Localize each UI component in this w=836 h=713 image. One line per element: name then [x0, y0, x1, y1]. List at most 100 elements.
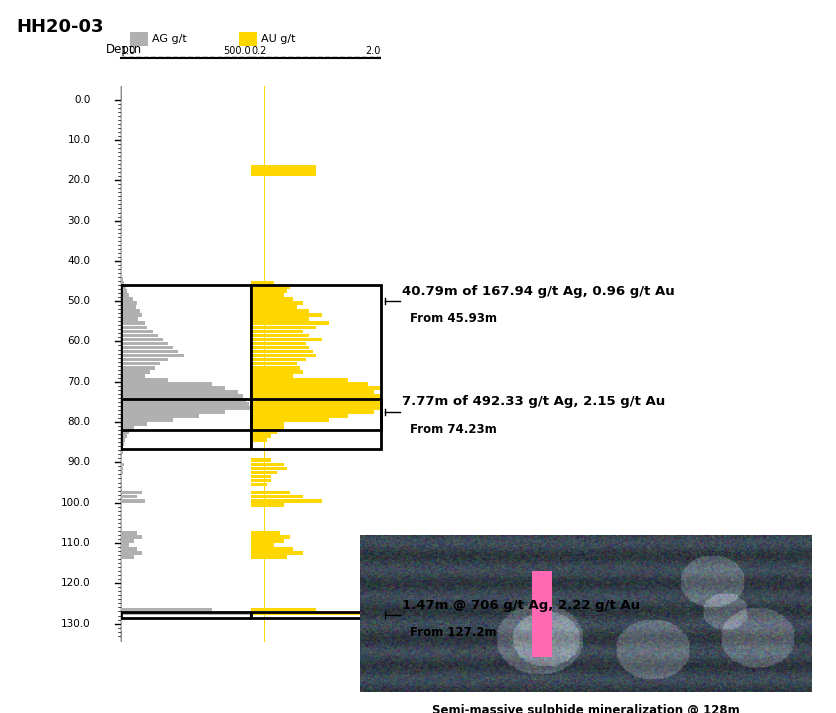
Bar	[121, 361, 161, 366]
Text: AU g/t: AU g/t	[261, 34, 295, 44]
Bar	[251, 289, 287, 293]
Bar	[251, 293, 283, 297]
Bar	[251, 297, 293, 301]
Bar	[251, 361, 296, 366]
Text: 40.79m of 167.94 g/t Ag, 0.96 g/t Au: 40.79m of 167.94 g/t Ag, 0.96 g/t Au	[401, 284, 674, 297]
Bar	[121, 289, 127, 293]
Bar	[251, 285, 290, 289]
Bar	[251, 322, 329, 325]
Bar	[121, 284, 251, 449]
Bar	[121, 475, 122, 478]
Text: From 45.93m: From 45.93m	[410, 312, 497, 325]
Bar	[121, 285, 126, 289]
Bar	[121, 438, 125, 442]
Bar	[251, 438, 267, 442]
Bar	[251, 419, 329, 422]
Bar	[121, 434, 126, 438]
Bar	[121, 471, 123, 474]
FancyBboxPatch shape	[531, 571, 552, 657]
Bar	[121, 419, 173, 422]
Bar	[121, 386, 225, 390]
Bar	[121, 543, 129, 547]
Bar	[251, 430, 277, 434]
Text: 80.0: 80.0	[67, 417, 90, 427]
Bar	[251, 386, 380, 390]
Text: 0.2: 0.2	[251, 46, 266, 56]
Bar	[251, 478, 270, 483]
Bar	[121, 374, 145, 378]
Bar	[121, 426, 134, 430]
Bar	[121, 454, 122, 458]
Bar	[121, 326, 147, 329]
Bar	[251, 434, 270, 438]
Bar	[121, 293, 129, 297]
Bar	[121, 410, 225, 414]
Text: 70.0: 70.0	[67, 376, 90, 386]
Text: 1.47m @ 706 g/t Ag, 2.22 g/t Au: 1.47m @ 706 g/t Ag, 2.22 g/t Au	[401, 598, 639, 612]
Bar	[251, 382, 367, 386]
Text: 40.0: 40.0	[67, 256, 90, 266]
Bar	[251, 414, 348, 418]
Bar	[251, 349, 313, 354]
Bar	[121, 466, 123, 471]
Bar	[121, 499, 145, 503]
Bar	[251, 607, 316, 611]
Bar	[121, 378, 168, 381]
Bar	[251, 555, 287, 559]
Bar	[121, 607, 212, 611]
Bar	[251, 305, 296, 309]
Text: AG g/t: AG g/t	[152, 34, 187, 44]
Bar	[121, 334, 157, 337]
Bar	[121, 495, 137, 498]
Bar	[121, 314, 142, 317]
Bar	[251, 612, 380, 615]
Bar	[121, 317, 138, 321]
Bar	[251, 483, 267, 486]
Bar	[251, 337, 322, 342]
Bar	[251, 458, 270, 462]
Bar	[121, 322, 145, 325]
Bar	[121, 305, 135, 309]
Bar	[121, 442, 124, 446]
Bar	[251, 406, 380, 410]
Bar	[121, 547, 137, 551]
Bar	[251, 326, 316, 329]
Text: 50.0: 50.0	[67, 296, 90, 306]
Text: 7.77m of 492.33 g/t Ag, 2.15 g/t Au: 7.77m of 492.33 g/t Ag, 2.15 g/t Au	[401, 396, 665, 409]
Bar	[121, 370, 150, 374]
Bar	[251, 543, 273, 547]
Bar	[121, 535, 142, 539]
Text: 0.0: 0.0	[74, 95, 90, 105]
Bar	[251, 342, 306, 345]
Bar	[121, 302, 137, 305]
Text: From 127.2m: From 127.2m	[410, 626, 496, 639]
Text: 90.0: 90.0	[67, 457, 90, 467]
Bar	[121, 555, 134, 559]
Text: 30.0: 30.0	[67, 215, 90, 225]
Bar	[121, 281, 125, 285]
Bar	[251, 374, 293, 378]
Bar	[121, 402, 248, 406]
Bar	[251, 612, 380, 618]
Bar	[121, 463, 124, 466]
Bar	[251, 547, 293, 551]
Bar	[251, 284, 380, 449]
Bar	[121, 277, 123, 281]
Bar	[121, 430, 129, 434]
Bar	[251, 346, 309, 349]
Bar	[251, 410, 374, 414]
Bar	[121, 366, 155, 369]
Bar	[121, 354, 183, 357]
Bar	[121, 297, 133, 301]
Text: 500.0: 500.0	[223, 46, 251, 56]
Bar	[121, 406, 249, 410]
Text: 120.0: 120.0	[61, 578, 90, 588]
Bar	[251, 475, 270, 478]
Bar	[121, 612, 251, 615]
Bar	[121, 398, 246, 401]
Bar	[121, 414, 199, 418]
Bar	[121, 394, 243, 398]
Bar	[251, 370, 303, 374]
Bar	[121, 358, 168, 361]
Bar	[121, 446, 123, 450]
